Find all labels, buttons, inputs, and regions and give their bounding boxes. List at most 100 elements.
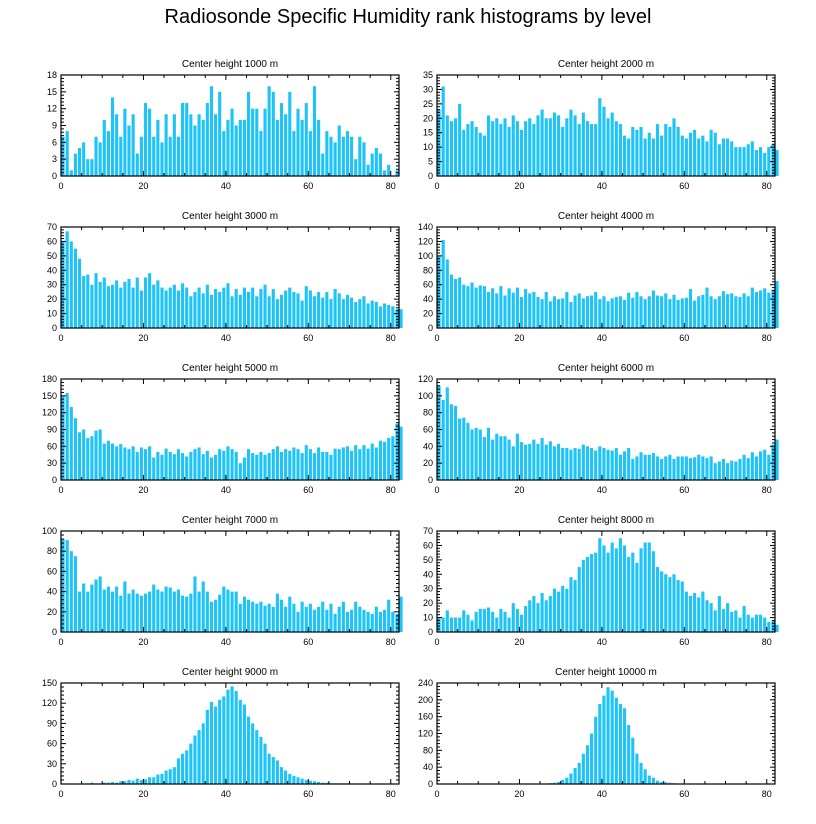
- bar: [259, 289, 263, 328]
- bar: [503, 295, 507, 328]
- bar: [246, 599, 251, 632]
- bar: [238, 463, 242, 480]
- bar: [131, 780, 135, 784]
- bar: [647, 296, 651, 328]
- bar: [482, 135, 486, 176]
- bar: [437, 255, 441, 328]
- bar: [738, 296, 742, 328]
- bar: [598, 704, 602, 784]
- bar: [474, 126, 478, 176]
- bar: [532, 291, 536, 328]
- bar: [378, 153, 383, 176]
- bar: [267, 296, 271, 328]
- bar: [651, 290, 655, 328]
- bar: [391, 611, 395, 632]
- bar: [263, 108, 267, 176]
- bar: [333, 289, 337, 328]
- bar: [106, 131, 110, 176]
- bar: [655, 295, 660, 328]
- bar: [358, 136, 362, 176]
- bar: [734, 610, 738, 632]
- bar: [234, 591, 238, 632]
- bar: [362, 445, 366, 480]
- bar: [139, 595, 143, 632]
- y-tick-label: 40: [47, 265, 57, 275]
- bar: [152, 136, 156, 176]
- bar: [614, 548, 618, 632]
- bar: [759, 614, 763, 632]
- bar: [643, 299, 647, 328]
- bar: [242, 596, 246, 632]
- bar: [581, 112, 585, 176]
- bar: [209, 701, 214, 784]
- bar: [131, 287, 135, 328]
- bar: [585, 556, 590, 632]
- bar: [77, 591, 82, 632]
- bar: [176, 589, 181, 632]
- bar: [255, 603, 259, 632]
- bar: [341, 299, 345, 328]
- bar: [399, 309, 403, 328]
- y-tick-label: 0: [52, 779, 57, 789]
- bar: [565, 448, 569, 480]
- bar: [317, 291, 321, 328]
- bar: [366, 611, 370, 632]
- bar: [709, 456, 713, 480]
- bar: [627, 138, 631, 176]
- y-tick-label: 20: [423, 598, 433, 608]
- bar: [664, 293, 668, 328]
- bar: [77, 432, 82, 480]
- bar: [333, 448, 337, 480]
- bar: [771, 444, 775, 480]
- y-tick-label: 20: [423, 458, 433, 468]
- bar: [345, 131, 350, 176]
- x-tick-label: 0: [434, 789, 439, 799]
- bar: [218, 91, 222, 176]
- bar: [511, 115, 515, 176]
- bar: [470, 620, 474, 632]
- bar: [139, 290, 143, 328]
- bar: [383, 170, 387, 176]
- y-tick-label: 20: [47, 607, 57, 617]
- bar: [164, 770, 168, 784]
- bar: [585, 745, 590, 784]
- bar: [491, 121, 495, 176]
- bar: [742, 147, 746, 176]
- bar: [366, 164, 370, 176]
- bar: [197, 447, 201, 480]
- bar: [544, 118, 548, 176]
- bar: [726, 463, 730, 480]
- bar: [90, 584, 94, 632]
- bar: [573, 768, 577, 784]
- bar: [449, 274, 453, 328]
- bar: [676, 580, 680, 632]
- bar: [458, 617, 462, 632]
- bar: [193, 291, 197, 328]
- bar: [317, 781, 321, 784]
- bar: [139, 447, 143, 480]
- bar: [362, 142, 366, 176]
- bar: [495, 118, 499, 176]
- bar: [515, 608, 519, 632]
- y-tick-label: 120: [418, 236, 433, 246]
- bar: [193, 125, 197, 176]
- bar: [606, 552, 610, 632]
- x-tick-label: 20: [514, 333, 524, 343]
- bar: [581, 559, 585, 632]
- bar: [189, 296, 193, 328]
- bar: [164, 290, 168, 328]
- bar: [495, 293, 499, 328]
- bar: [565, 118, 569, 176]
- bar: [214, 114, 218, 176]
- bar: [152, 584, 156, 632]
- x-tick-label: 20: [138, 181, 148, 191]
- bar: [470, 429, 474, 480]
- bar: [754, 456, 759, 480]
- bar: [242, 457, 246, 480]
- bar: [77, 258, 82, 328]
- bar: [709, 129, 713, 176]
- panel-1: Center height 1000 m 0 20 40 60 80 0 3 6 9 12 15 18: [47, 59, 400, 191]
- bar: [503, 118, 507, 176]
- bar: [156, 774, 160, 784]
- bar: [185, 750, 189, 784]
